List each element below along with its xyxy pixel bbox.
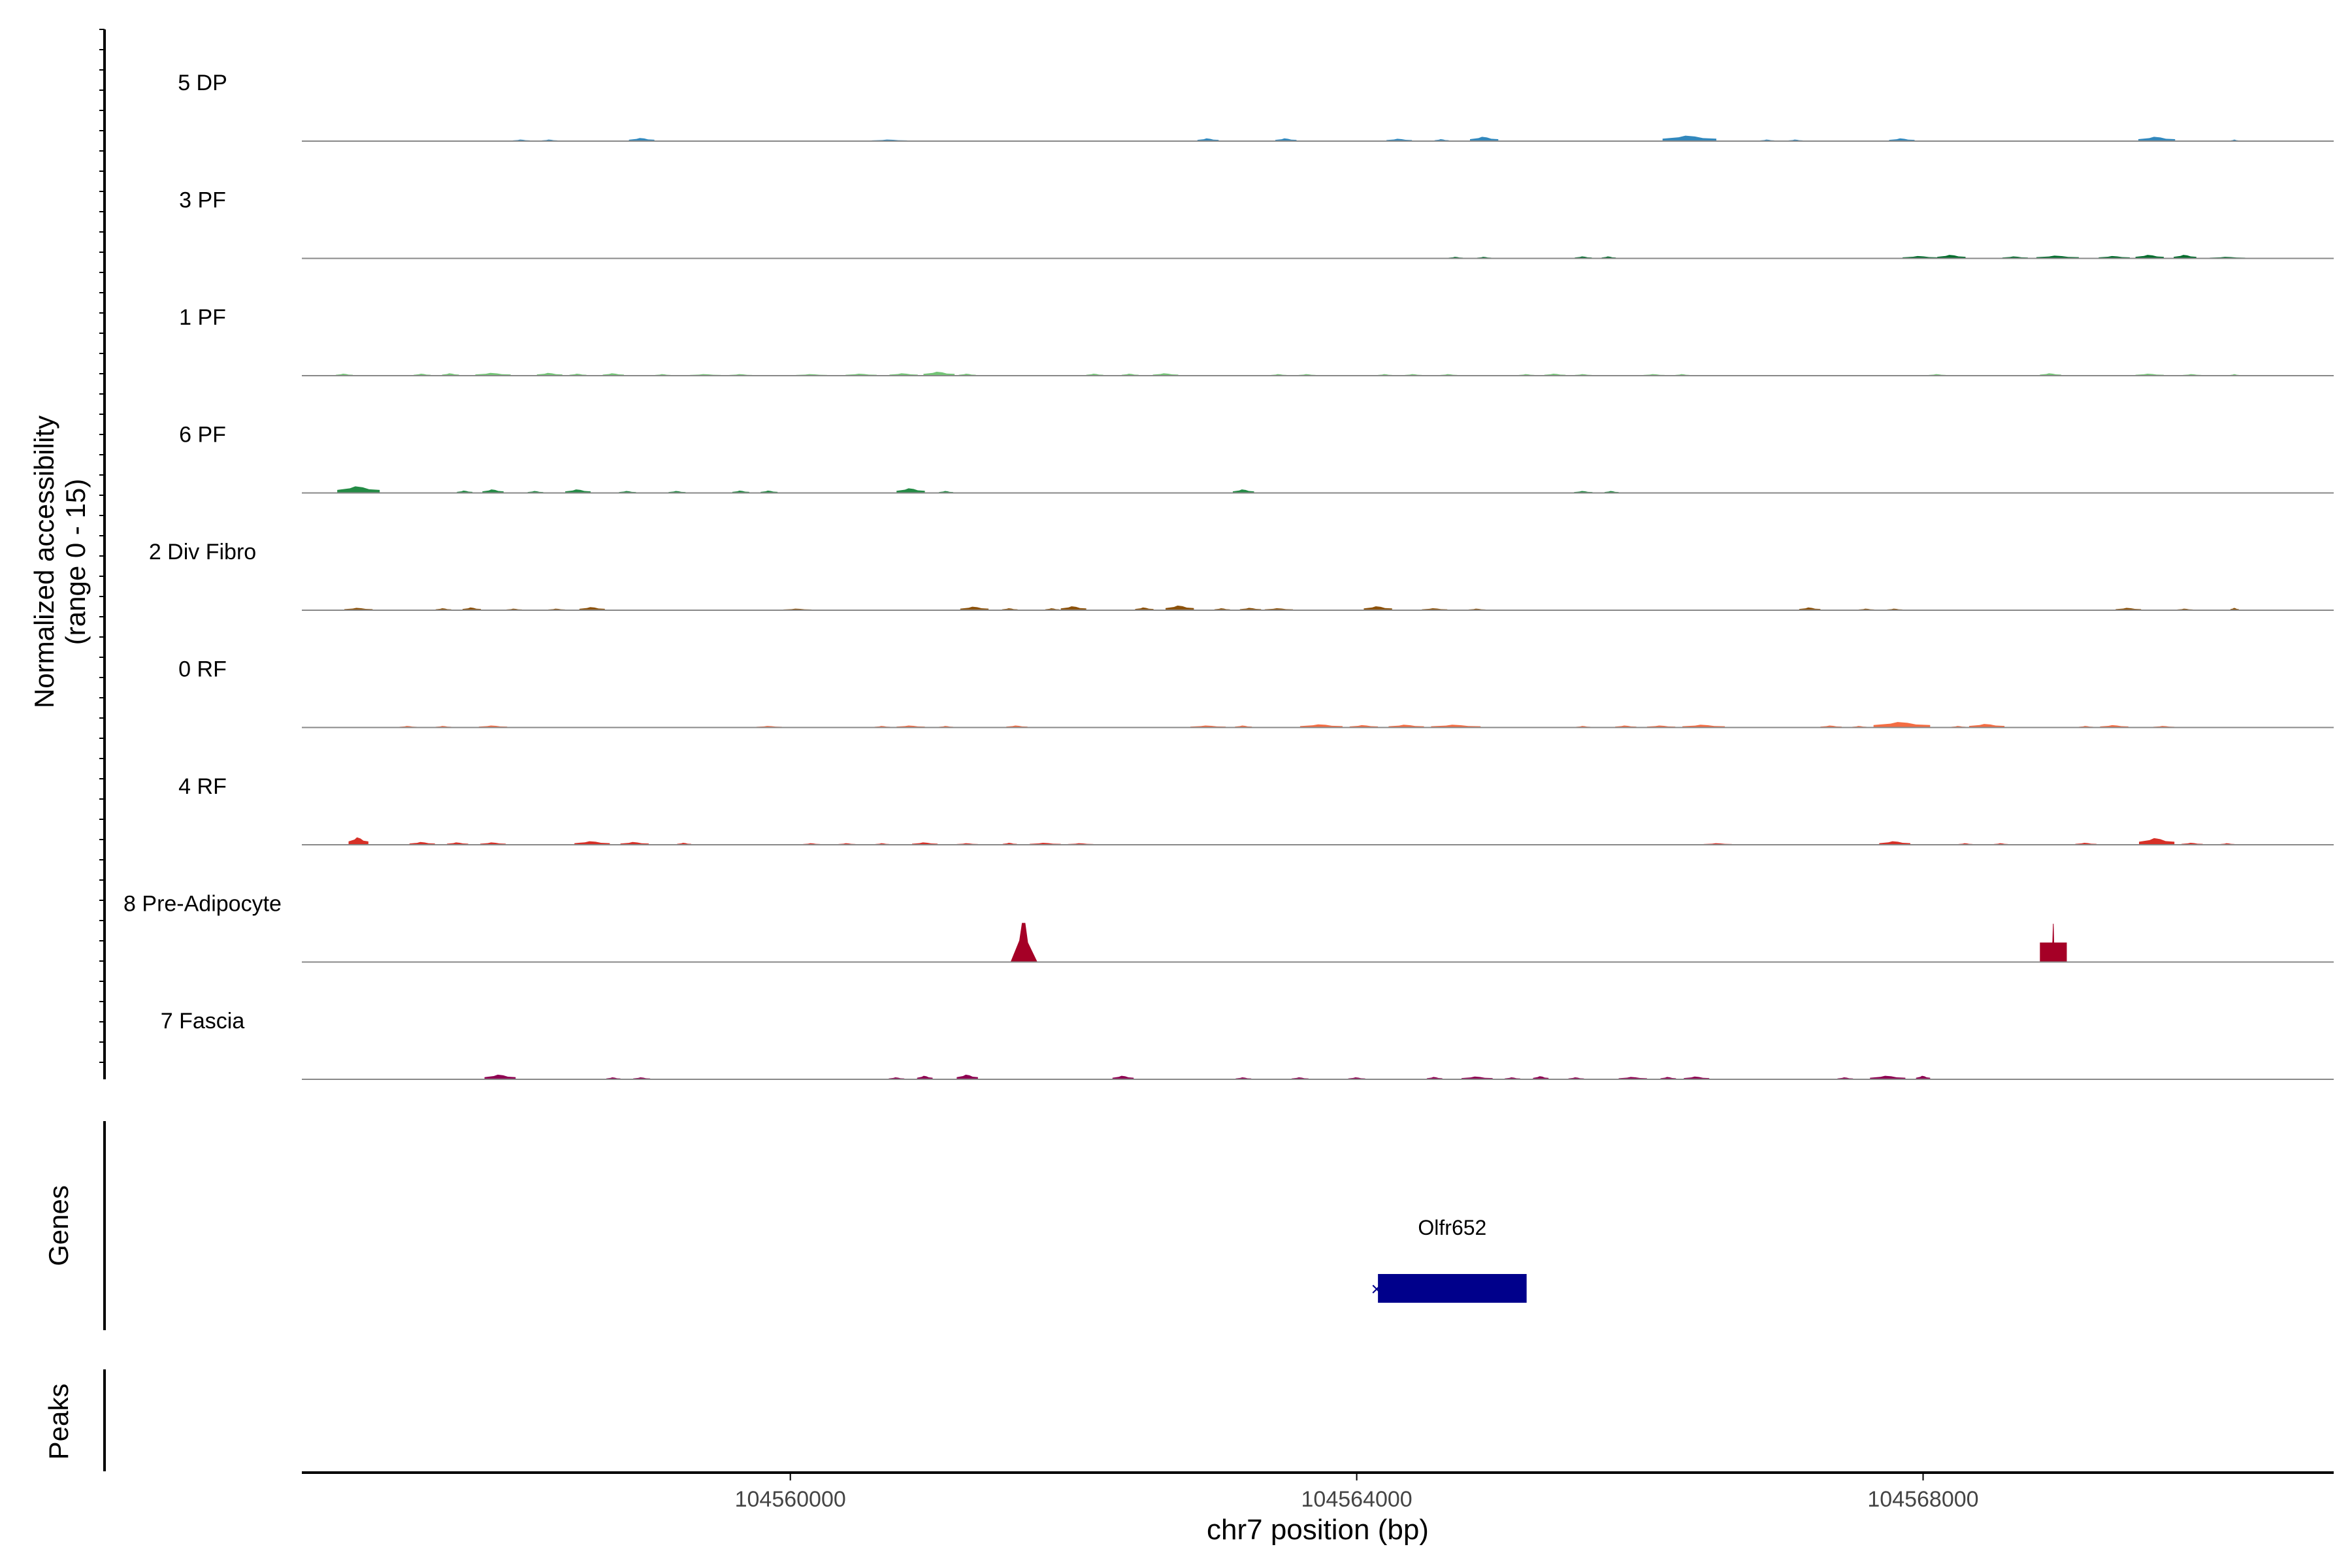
coverage-y-ticks [99, 29, 105, 1063]
coverage-peak [1135, 607, 1154, 610]
track-3-pf: 3 PF [179, 188, 2334, 259]
coverage-peak [1388, 725, 1424, 728]
track-label: 0 RF [178, 657, 227, 682]
coverage-peak [409, 841, 435, 845]
coverage-peak [923, 372, 955, 376]
coverage-peak [579, 607, 605, 610]
coverage-peak [1916, 1075, 1931, 1079]
track-label: 5 DP [178, 71, 227, 95]
track-0-rf: 0 RF [178, 657, 2334, 728]
coverage-peak [1461, 1076, 1493, 1079]
coverage-peak [1533, 1076, 1549, 1079]
coverage-peak [1232, 489, 1254, 493]
gene-body [1378, 1274, 1527, 1303]
track-7-fascia: 7 Fascia [161, 1009, 2334, 1080]
coverage-peak [2139, 838, 2175, 845]
coverage-peak [1937, 255, 1966, 259]
track-5-dp: 5 DP [178, 71, 2334, 142]
track-1-pf: 1 PF [179, 305, 2334, 376]
coverage-peak [2036, 255, 2079, 259]
coverage-peak [565, 489, 591, 493]
coverage-peak [1275, 138, 1297, 141]
coverage-peak [462, 607, 482, 610]
coverage-peak [1299, 724, 1343, 728]
coverage-peak [2174, 255, 2197, 259]
y-axis-title-line2: (range 0 - 15) [60, 479, 91, 645]
coverage-peak [1889, 138, 1915, 141]
coverage-peak [1684, 1076, 1710, 1079]
coverage-peak [348, 837, 368, 845]
coverage-tracks: 5 DP 3 PF 1 PF 6 PF 2 Div Fibro 0 RF 4 RF 8 Pre… [123, 71, 2334, 1080]
coverage-peak [956, 1074, 978, 1079]
track-label: 1 PF [179, 305, 226, 330]
coverage-peak [536, 372, 563, 376]
coverage-peak [1799, 607, 1821, 610]
track-8-pre-adipocyte: 8 Pre-Adipocyte [123, 892, 2334, 963]
track-4-rf: 4 RF [178, 774, 2334, 845]
coverage-peak [337, 486, 380, 493]
coverage-peak [917, 1075, 933, 1079]
x-axis-ticks: 104560000 104564000 104568000 [735, 1473, 1979, 1512]
coverage-peak [1968, 724, 2005, 728]
y-axis-title-line1: Normalized accessibility [29, 416, 59, 708]
track-label: 6 PF [179, 423, 226, 448]
coverage-peak [2138, 137, 2176, 141]
coverage-peak [482, 489, 504, 493]
gene-label: Olfr652 [1418, 1216, 1486, 1239]
coverage-peak [1060, 606, 1086, 610]
track-label: 3 PF [179, 188, 226, 213]
coverage-peak [960, 606, 989, 610]
coverage-peak [1166, 605, 1194, 610]
coverage-peak [2135, 255, 2164, 259]
x-tick-label: 104568000 [1867, 1487, 1978, 1512]
coverage-peak [1431, 725, 1481, 728]
coverage-peak [2050, 923, 2056, 962]
gene-olfr652: × Olfr652 [1371, 1216, 1527, 1303]
x-axis-title: chr7 position (bp) [1207, 1514, 1429, 1546]
track-label: 7 Fascia [161, 1009, 245, 1034]
track-6-pf: 6 PF [179, 423, 2334, 494]
coverage-peak [1469, 137, 1499, 141]
coverage-peak [1112, 1075, 1134, 1079]
coverage-peak [1873, 722, 1931, 728]
track-label: 8 Pre-Adipocyte [123, 892, 282, 917]
gene-annotations: × Olfr652 [1371, 1216, 1527, 1303]
coverage-peak [1197, 138, 1219, 141]
coverage-peak [484, 1074, 516, 1079]
coverage-peak [1662, 135, 1717, 141]
track-2-div-fibro: 2 Div Fibro [149, 540, 2334, 611]
coverage-peak [475, 372, 511, 376]
track-label: 2 Div Fibro [149, 540, 256, 564]
coverage-peak [1870, 1075, 1906, 1079]
coverage-peak [1682, 725, 1725, 728]
coverage-peak [620, 841, 649, 845]
coverage-peak [1364, 606, 1392, 610]
x-tick-label: 104564000 [1301, 1487, 1413, 1512]
coverage-peak [629, 138, 655, 141]
gene-strand-marker: × [1371, 1279, 1382, 1300]
track-label: 4 RF [178, 774, 227, 799]
x-tick-label: 104560000 [735, 1487, 846, 1512]
coverage-peak [1879, 841, 1910, 845]
coverage-peak [574, 841, 610, 845]
peaks-panel-label: Peaks [43, 1384, 74, 1460]
coverage-peak [1010, 923, 1037, 962]
coverage-peak [896, 488, 925, 493]
genes-panel-label: Genes [43, 1185, 74, 1266]
